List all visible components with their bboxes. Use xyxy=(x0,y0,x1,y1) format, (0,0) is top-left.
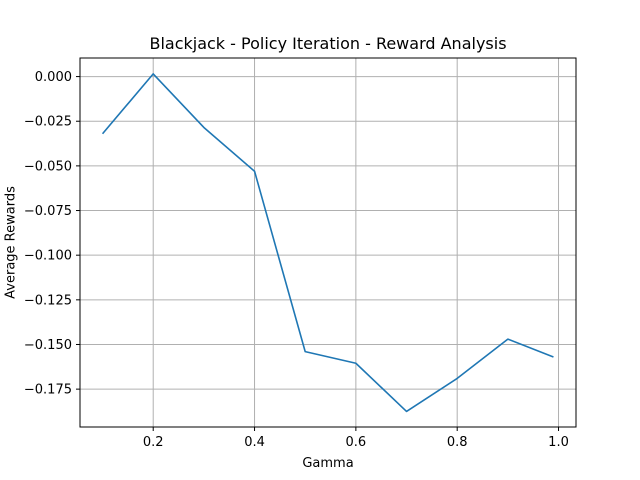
x-tick-label: 0.8 xyxy=(447,435,468,450)
y-tick-label: −0.075 xyxy=(24,204,72,219)
y-tick-label: −0.100 xyxy=(24,249,72,264)
series-layer xyxy=(101,73,554,413)
y-tick-label: −0.025 xyxy=(24,115,72,130)
plot-frame xyxy=(79,57,577,428)
series-line xyxy=(101,73,554,413)
y-axis-title: Average Rewards xyxy=(4,186,19,299)
x-tick-label: 1.0 xyxy=(548,435,569,450)
y-tick-label: −0.175 xyxy=(24,383,72,398)
x-tick-label: 0.6 xyxy=(346,435,367,450)
chart-title: Blackjack - Policy Iteration - Reward An… xyxy=(149,34,506,53)
y-tick-label: 0.000 xyxy=(35,70,72,85)
x-tick-label: 0.4 xyxy=(244,435,265,450)
x-axis-title: Gamma xyxy=(302,456,353,471)
y-tick-label: −0.150 xyxy=(24,338,72,353)
ticks-layer: 0.2 0.4 0.6 0.8 1.0 0.000 −0.025 −0.050 −0.075 −0… xyxy=(24,70,569,450)
y-tick-label: −0.125 xyxy=(24,293,72,308)
grid-layer xyxy=(80,58,576,427)
x-tick-label: 0.2 xyxy=(143,435,164,450)
y-tick-label: −0.050 xyxy=(24,159,72,174)
